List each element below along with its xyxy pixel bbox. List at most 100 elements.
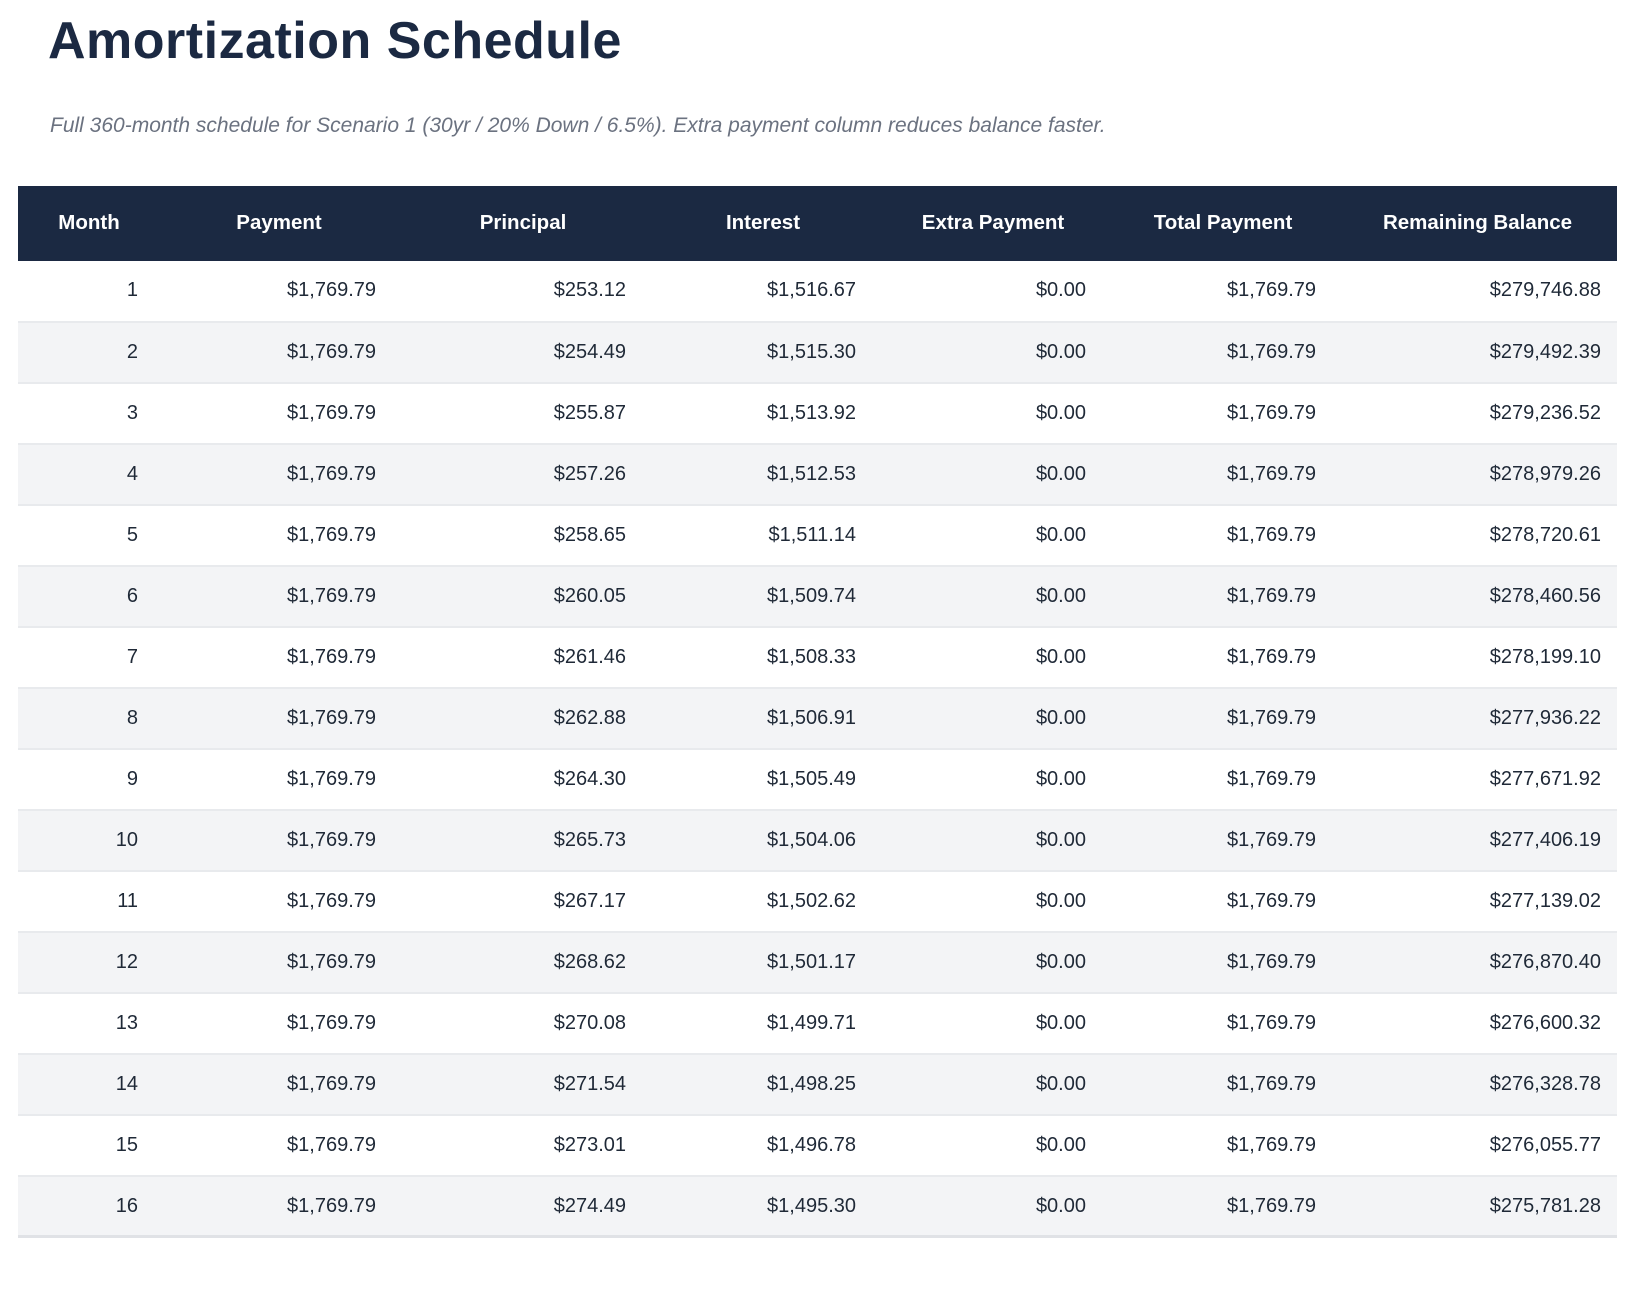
cell-principal: $267.17 <box>553 889 626 912</box>
cell-month: 13 <box>115 1011 138 1034</box>
cell-total-payment: $1,769.79 <box>1227 1194 1316 1217</box>
table-row: 6 $1,769.79 $260.05 $1,509.74 $0.00 $1,769.79… <box>18 565 1617 627</box>
table-row: 7 $1,769.79 $261.46 $1,508.33 $0.00 $1,769.79… <box>18 626 1617 688</box>
cell-remaining-balance: $278,979.26 <box>1489 462 1601 485</box>
cell-extra-payment: $0.00 <box>1035 523 1086 546</box>
cell-total-payment: $1,769.79 <box>1227 279 1316 302</box>
table-header: Month Payment Principal Interest Extra Payme… <box>18 185 1617 261</box>
cell-remaining-balance: $276,870.40 <box>1489 950 1601 973</box>
cell-interest: $1,495.30 <box>767 1194 856 1217</box>
cell-interest: $1,499.71 <box>767 1011 856 1034</box>
cell-month: 3 <box>126 401 138 424</box>
col-header-month: Month <box>18 185 160 261</box>
cell-remaining-balance: $278,199.10 <box>1489 645 1601 668</box>
cell-payment: $1,769.79 <box>287 1011 376 1034</box>
cell-total-payment: $1,769.79 <box>1227 340 1316 363</box>
cell-principal: $253.12 <box>553 279 626 302</box>
cell-payment: $1,769.79 <box>287 462 376 485</box>
cell-interest: $1,506.91 <box>767 706 856 729</box>
cell-payment: $1,769.79 <box>287 401 376 424</box>
cell-interest: $1,505.49 <box>767 767 856 790</box>
cell-month: 10 <box>115 828 138 851</box>
table-row: 2 $1,769.79 $254.49 $1,515.30 $0.00 $1,769.79… <box>18 321 1617 383</box>
cell-payment: $1,769.79 <box>287 279 376 302</box>
cell-principal: $254.49 <box>553 340 626 363</box>
table-row: 4 $1,769.79 $257.26 $1,512.53 $0.00 $1,769.79… <box>18 443 1617 505</box>
cell-remaining-balance: $279,746.88 <box>1489 279 1601 302</box>
table-row: 10 $1,769.79 $265.73 $1,504.06 $0.00 $1,769.7… <box>18 809 1617 871</box>
cell-payment: $1,769.79 <box>287 1133 376 1156</box>
cell-payment: $1,769.79 <box>287 828 376 851</box>
table-row: 12 $1,769.79 $268.62 $1,501.17 $0.00 $1,769.7… <box>18 931 1617 993</box>
cell-total-payment: $1,769.79 <box>1227 828 1316 851</box>
cell-extra-payment: $0.00 <box>1035 1133 1086 1156</box>
cell-principal: $273.01 <box>553 1133 626 1156</box>
table-header-row: Month Payment Principal Interest Extra Payme… <box>18 185 1617 261</box>
table-row: 8 $1,769.79 $262.88 $1,506.91 $0.00 $1,769.79… <box>18 687 1617 749</box>
cell-total-payment: $1,769.79 <box>1227 462 1316 485</box>
cell-extra-payment: $0.00 <box>1035 340 1086 363</box>
cell-remaining-balance: $277,671.92 <box>1489 767 1601 790</box>
cell-interest: $1,511.14 <box>768 523 857 546</box>
table-row: 11 $1,769.79 $267.17 $1,502.62 $0.00 $1,769.7… <box>18 870 1617 932</box>
cell-interest: $1,498.25 <box>767 1072 856 1095</box>
col-header-principal: Principal <box>398 185 648 261</box>
cell-month: 7 <box>126 645 138 668</box>
cell-principal: $258.65 <box>553 523 626 546</box>
page-subtitle: Full 360-month schedule for Scenario 1 (… <box>50 113 1106 137</box>
cell-month: 2 <box>126 340 138 363</box>
cell-extra-payment: $0.00 <box>1035 1011 1086 1034</box>
table-row: 1 $1,769.79 $253.12 $1,516.67 $0.00 $1,769.79… <box>18 260 1617 322</box>
cell-month: 9 <box>126 767 138 790</box>
cell-interest: $1,502.62 <box>767 889 856 912</box>
cell-extra-payment: $0.00 <box>1035 950 1086 973</box>
cell-month: 12 <box>115 950 138 973</box>
cell-month: 5 <box>126 523 138 546</box>
cell-extra-payment: $0.00 <box>1035 1194 1086 1217</box>
cell-principal: $260.05 <box>553 584 626 607</box>
cell-remaining-balance: $279,492.39 <box>1489 340 1601 363</box>
cell-payment: $1,769.79 <box>287 889 376 912</box>
cell-extra-payment: $0.00 <box>1035 828 1086 851</box>
cell-extra-payment: $0.00 <box>1035 767 1086 790</box>
amortization-table: Month Payment Principal Interest Extra Payme… <box>18 185 1617 1239</box>
col-header-interest: Interest <box>648 185 878 261</box>
cell-interest: $1,516.67 <box>767 279 856 302</box>
cell-principal: $271.54 <box>553 1072 626 1095</box>
cell-extra-payment: $0.00 <box>1035 401 1086 424</box>
cell-remaining-balance: $276,328.78 <box>1489 1072 1601 1095</box>
cell-principal: $270.08 <box>553 1011 626 1034</box>
cell-interest: $1,501.17 <box>767 950 856 973</box>
cell-remaining-balance: $277,936.22 <box>1489 706 1601 729</box>
cell-interest: $1,512.53 <box>767 462 856 485</box>
cell-remaining-balance: $276,055.77 <box>1489 1133 1601 1156</box>
col-header-total-payment: Total Payment <box>1108 185 1338 261</box>
table-row: 5 $1,769.79 $258.65 $1,511.14 $0.00 $1,769.79… <box>18 504 1617 566</box>
cell-payment: $1,769.79 <box>287 340 376 363</box>
cell-total-payment: $1,769.79 <box>1227 401 1316 424</box>
cell-month: 6 <box>126 584 138 607</box>
cell-remaining-balance: $277,406.19 <box>1489 828 1601 851</box>
cell-principal: $261.46 <box>553 645 626 668</box>
cell-total-payment: $1,769.79 <box>1227 1133 1316 1156</box>
cell-interest: $1,509.74 <box>767 584 856 607</box>
col-header-payment: Payment <box>160 185 398 261</box>
cell-extra-payment: $0.00 <box>1035 889 1086 912</box>
cell-month: 15 <box>115 1133 138 1156</box>
table-row: 16 $1,769.79 $274.49 $1,495.30 $0.00 $1,769.7… <box>18 1175 1617 1237</box>
col-header-remaining-balance: Remaining Balance <box>1338 185 1617 261</box>
cell-total-payment: $1,769.79 <box>1227 767 1316 790</box>
cell-payment: $1,769.79 <box>287 767 376 790</box>
table-body: 1 $1,769.79 $253.12 $1,516.67 $0.00 $1,769.79… <box>18 260 1617 1237</box>
cell-total-payment: $1,769.79 <box>1227 706 1316 729</box>
cell-payment: $1,769.79 <box>287 950 376 973</box>
table-row: 15 $1,769.79 $273.01 $1,496.78 $0.00 $1,769.7… <box>18 1114 1617 1176</box>
cell-total-payment: $1,769.79 <box>1227 1072 1316 1095</box>
cell-month: 14 <box>115 1072 138 1095</box>
cell-principal: $262.88 <box>553 706 626 729</box>
table-row: 14 $1,769.79 $271.54 $1,498.25 $0.00 $1,769.7… <box>18 1053 1617 1115</box>
table-row: 3 $1,769.79 $255.87 $1,513.92 $0.00 $1,769.79… <box>18 382 1617 444</box>
table-row: 9 $1,769.79 $264.30 $1,505.49 $0.00 $1,769.79… <box>18 748 1617 810</box>
cell-payment: $1,769.79 <box>287 1072 376 1095</box>
cell-interest: $1,515.30 <box>767 340 856 363</box>
